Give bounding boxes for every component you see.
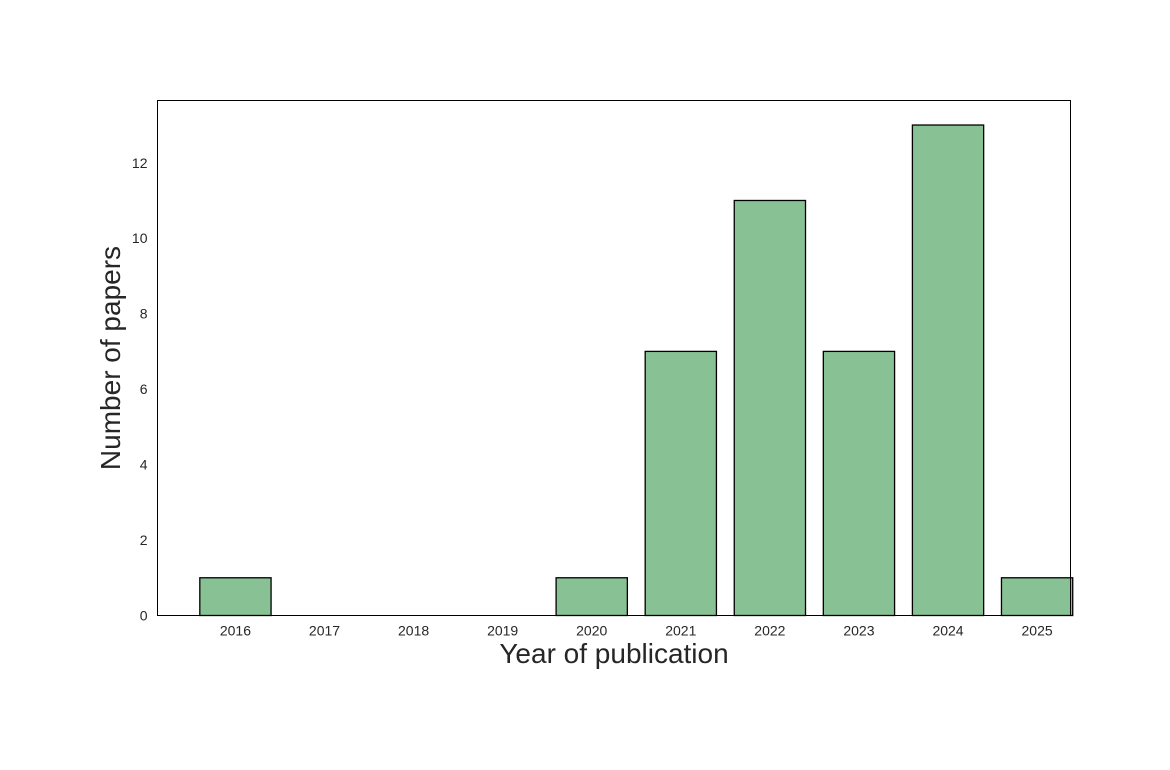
- x-tick-label: 2016: [220, 623, 251, 639]
- y-tick-label: 12: [132, 155, 148, 171]
- x-axis-title: Year of publication: [499, 638, 728, 669]
- x-tick-label: 2024: [932, 623, 963, 639]
- y-tick-label: 10: [132, 230, 148, 246]
- bar-2022: [733, 199, 807, 617]
- y-tick-label: 4: [140, 457, 148, 473]
- y-tick-label: 6: [140, 381, 148, 397]
- x-tick-label: 2018: [398, 623, 429, 639]
- x-tick-label: 2019: [487, 623, 518, 639]
- x-tick-label: 2017: [309, 623, 340, 639]
- y-tick-labels: 0 2 4 6 8 10 12: [132, 155, 148, 624]
- x-tick-label: 2025: [1022, 623, 1053, 639]
- x-tick-labels: 2016 2017 2018 2019 2020 2021 2022 2023 2024 2025: [220, 623, 1053, 639]
- x-tick-label: 2020: [576, 623, 607, 639]
- x-tick-label: 2021: [665, 623, 696, 639]
- y-tick-label: 2: [140, 532, 148, 548]
- bar-2023: [822, 350, 896, 617]
- bars-group: [199, 124, 1074, 617]
- y-axis-title: Number of papers: [95, 246, 126, 470]
- plot-area-frame: [157, 100, 1071, 616]
- y-tick-label: 8: [140, 306, 148, 322]
- x-tick-label: 2022: [754, 623, 785, 639]
- bar-2016: [199, 577, 272, 617]
- y-tick-label: 0: [140, 608, 148, 624]
- bar-2024: [911, 124, 985, 617]
- bar-2021: [644, 350, 718, 617]
- x-tick-label: 2023: [843, 623, 874, 639]
- bar-2020: [555, 577, 629, 617]
- bar-2025: [1000, 577, 1074, 617]
